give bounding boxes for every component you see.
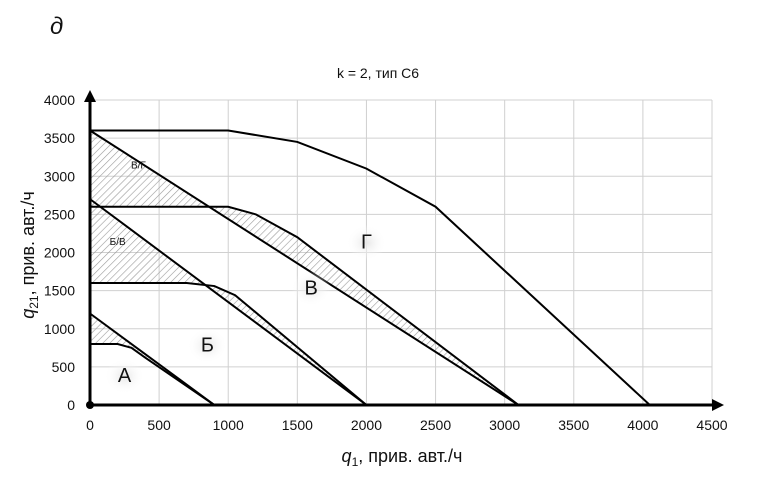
y-tick-label: 2000 bbox=[44, 245, 75, 261]
region-label: А bbox=[118, 365, 132, 387]
x-tick-label: 2000 bbox=[351, 417, 382, 433]
zone-label: В/Г bbox=[131, 161, 146, 172]
zone-labels: Б/В В/Г bbox=[110, 161, 147, 248]
grid bbox=[90, 99, 713, 405]
x-tick-label: 2500 bbox=[420, 417, 451, 433]
region-labels: А Б В Г bbox=[104, 224, 387, 395]
curve-7 bbox=[90, 129, 651, 406]
x-tick-label: 4000 bbox=[627, 417, 658, 433]
x-tick-label: 4500 bbox=[696, 417, 727, 433]
curves bbox=[89, 129, 651, 406]
y-tick-label: 500 bbox=[52, 359, 76, 375]
curve-4 bbox=[90, 343, 215, 406]
x-axis-arrow bbox=[712, 399, 724, 411]
curve-3 bbox=[89, 129, 520, 406]
chart-title: k = 2, тип С6 bbox=[337, 65, 419, 81]
curve-2 bbox=[89, 198, 368, 406]
y-tick-label: 1500 bbox=[44, 283, 75, 299]
y-tick-label: 1000 bbox=[44, 321, 75, 337]
y-tick-label: 4000 bbox=[44, 92, 75, 108]
y-axis-label: q21, прив. авт./ч bbox=[18, 191, 41, 319]
region-halo bbox=[104, 358, 145, 395]
x-axis-label: q1, прив. авт./ч bbox=[342, 446, 463, 469]
region-label: В bbox=[304, 277, 317, 299]
panel-letter: д bbox=[50, 13, 63, 40]
origin-dot bbox=[86, 401, 94, 409]
curve-6 bbox=[90, 205, 520, 406]
x-tick-label: 1000 bbox=[213, 417, 244, 433]
x-tick-label: 0 bbox=[86, 417, 94, 433]
curve-5 bbox=[90, 282, 368, 406]
region-label: Б bbox=[201, 335, 214, 357]
y-axis-arrow bbox=[84, 90, 96, 102]
region-halo bbox=[346, 224, 387, 261]
region-halo bbox=[291, 270, 332, 307]
axes bbox=[84, 90, 724, 411]
y-tick-label: 2500 bbox=[44, 206, 75, 222]
y-tick-label: 3500 bbox=[44, 130, 75, 146]
y-tick-label: 3000 bbox=[44, 168, 75, 184]
x-tick-label: 1500 bbox=[282, 417, 313, 433]
region-halo bbox=[187, 327, 228, 364]
x-tick-label: 3000 bbox=[489, 417, 520, 433]
region-label: Г bbox=[361, 232, 372, 254]
tick-labels: 0 500 1000 1500 2000 2500 3000 3500 4000 4500 0 500… bbox=[44, 92, 728, 433]
y-tick-label: 0 bbox=[67, 397, 75, 413]
zone-label: Б/В bbox=[110, 237, 126, 248]
x-tick-label: 3500 bbox=[558, 417, 589, 433]
x-tick-label: 500 bbox=[147, 417, 171, 433]
